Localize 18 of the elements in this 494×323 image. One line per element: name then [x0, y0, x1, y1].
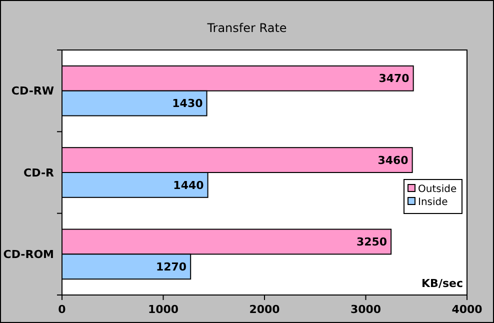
data-label: 1270 — [156, 260, 187, 274]
data-label: 1430 — [172, 97, 204, 110]
x-tick-label: 0 — [58, 303, 66, 316]
data-label: 1440 — [173, 178, 204, 192]
x-tick-label: 4000 — [452, 303, 483, 316]
y-tick-label: CD-ROM — [3, 248, 54, 262]
x-axis-title: KB/sec — [422, 277, 463, 290]
x-tick-label: 2000 — [249, 303, 280, 316]
data-label: 3470 — [378, 72, 410, 86]
data-label: 3460 — [378, 154, 409, 167]
data-label: 3250 — [356, 236, 388, 249]
x-tick-label: 3000 — [350, 303, 382, 316]
legend-label: Outside — [418, 184, 457, 195]
x-tick-label: 1000 — [148, 303, 179, 316]
chart-title: Transfer Rate — [206, 21, 287, 35]
legend-label: Inside — [418, 197, 448, 208]
y-tick-label: CD-RW — [11, 84, 54, 98]
y-tick-label: CD-R — [24, 166, 55, 180]
